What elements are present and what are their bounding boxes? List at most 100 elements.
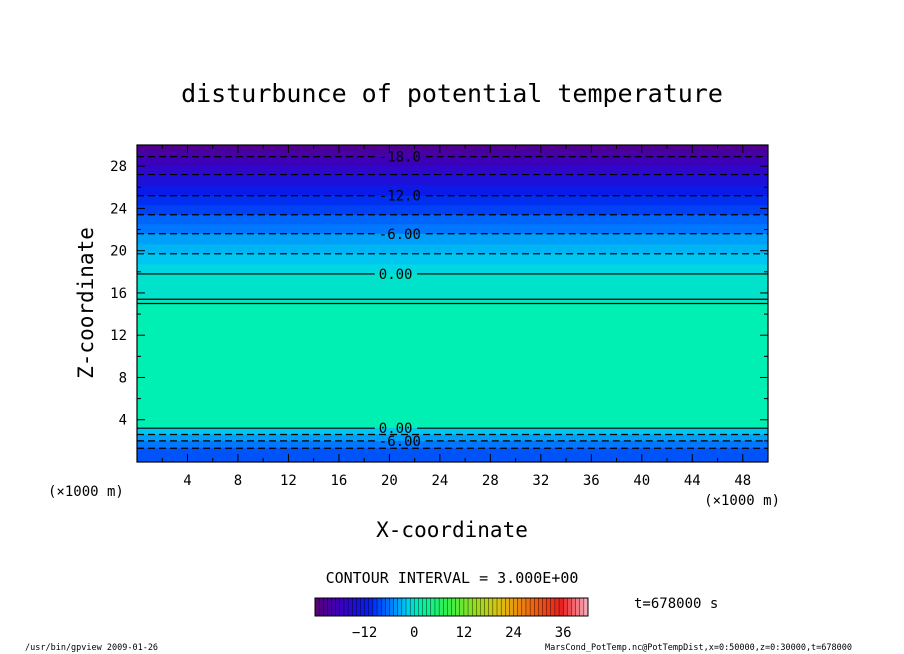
colorbar-cell (356, 597, 362, 617)
footer-right: MarsCond_PotTemp.nc@PotTempDist,x=0:5000… (545, 643, 852, 653)
field-band (137, 150, 768, 158)
colorbar-cell (521, 597, 527, 617)
colorbar (314, 597, 589, 617)
axis-ticks (136, 144, 769, 463)
field-band (137, 253, 768, 265)
field-band (137, 434, 768, 442)
chart-title: disturbunce of potential temperature (181, 79, 723, 108)
field-band (137, 428, 768, 436)
colorbar-cell (500, 597, 506, 617)
colorbar-cell (496, 597, 502, 617)
colorbar-tick-label: 24 (505, 625, 522, 641)
y-tick-labels: 4 8 12 16 20 24 28 (110, 159, 127, 429)
colorbar-cell (455, 597, 461, 617)
field-band (137, 174, 768, 186)
field-band (137, 273, 768, 302)
field-band (137, 156, 768, 167)
field-band (137, 233, 768, 245)
field-band (137, 195, 768, 206)
contour-label: -6.00 (379, 227, 421, 243)
plot-area: -18.0-12.0-6.000.000.00-6.00 (136, 144, 769, 463)
x-tick-label: 4 (183, 473, 191, 489)
plot-frame (136, 144, 769, 463)
colorbar-cell (352, 597, 357, 617)
y-tick-label: 4 (119, 413, 127, 429)
colorbar-cell (554, 597, 560, 617)
x-tick-label: 36 (583, 473, 600, 489)
colorbar-cell (459, 597, 465, 617)
field-band (137, 224, 768, 235)
colorbar-cell (401, 597, 407, 617)
colorbar-tick-label: 12 (455, 625, 472, 641)
field-band (137, 166, 768, 176)
x-tick-label: 28 (482, 473, 499, 489)
colorbar-cell (414, 597, 419, 617)
colorbar-cell (335, 597, 341, 617)
colorbar-cell (447, 597, 453, 617)
y-tick-label: 28 (110, 159, 127, 175)
x-tick-label: 32 (532, 473, 549, 489)
y-tick-label: 20 (110, 244, 127, 260)
field-band (137, 301, 768, 429)
x-tick-label: 44 (684, 473, 701, 489)
contour-label: 0.00 (379, 267, 413, 283)
field-band (137, 214, 768, 225)
x-tick-label: 40 (633, 473, 650, 489)
colorbar-cell (467, 597, 473, 617)
field-band (137, 448, 768, 463)
y-tick-label: 16 (110, 286, 127, 302)
colorbar-cell (529, 597, 535, 617)
y-tick-label: 24 (110, 201, 127, 217)
color-field (137, 145, 768, 463)
colorbar-cell (471, 597, 477, 617)
colorbar-cell (380, 597, 386, 617)
y-tick-label: 12 (110, 328, 127, 344)
y-tick-label: 8 (119, 370, 127, 386)
colorbar-cell (385, 597, 390, 617)
field-band (137, 264, 768, 275)
colorbar-cell (323, 597, 328, 617)
x-tick-label: 24 (431, 473, 448, 489)
field-band (137, 244, 768, 255)
contour-label: 0.00 (379, 421, 413, 437)
colorbar-cell (409, 597, 415, 617)
colorbar-cell (538, 597, 544, 617)
colorbar-cell (567, 597, 572, 617)
colorbar-cell (579, 597, 585, 617)
colorbar-cell (505, 597, 510, 617)
colorbar-cell (525, 597, 531, 617)
colorbar-cell (318, 597, 324, 617)
colorbar-cell (575, 597, 581, 617)
colorbar-cell (438, 597, 444, 617)
x-tick-labels: 4 8 12 16 20 24 28 32 36 40 44 48 (183, 473, 751, 489)
colorbar-cell (443, 597, 448, 617)
colorbar-cell (517, 597, 523, 617)
colorbar-cell (376, 597, 382, 617)
colorbar-cell (562, 597, 568, 617)
colorbar-tick-labels: −12 0 12 24 36 (352, 625, 572, 641)
field-band (137, 185, 768, 197)
colorbar-cell (451, 597, 457, 617)
colorbar-cell (534, 597, 539, 617)
colorbar-cell (418, 597, 424, 617)
colorbar-cell (389, 597, 395, 617)
contour-lines: -18.0-12.0-6.000.000.00-6.00 (137, 150, 768, 450)
colorbar-cell (558, 597, 564, 617)
contour-interval-text: CONTOUR INTERVAL = 3.000E+00 (326, 569, 579, 587)
colorbar-cell (509, 597, 515, 617)
x-tick-label: 16 (330, 473, 347, 489)
field-band (137, 440, 768, 449)
colorbar-cell (372, 597, 378, 617)
contour-label: -12.0 (379, 189, 421, 205)
field-band (137, 205, 768, 216)
colorbar-cell (331, 597, 337, 617)
colorbar-cell (397, 597, 403, 617)
x-tick-label: 8 (234, 473, 242, 489)
colorbar-cell (393, 597, 399, 617)
colorbar-cell (480, 597, 486, 617)
colorbar-cell (405, 597, 411, 617)
colorbar-cell (484, 597, 490, 617)
colorbar-cell (426, 597, 432, 617)
colorbar-cell (550, 597, 556, 617)
